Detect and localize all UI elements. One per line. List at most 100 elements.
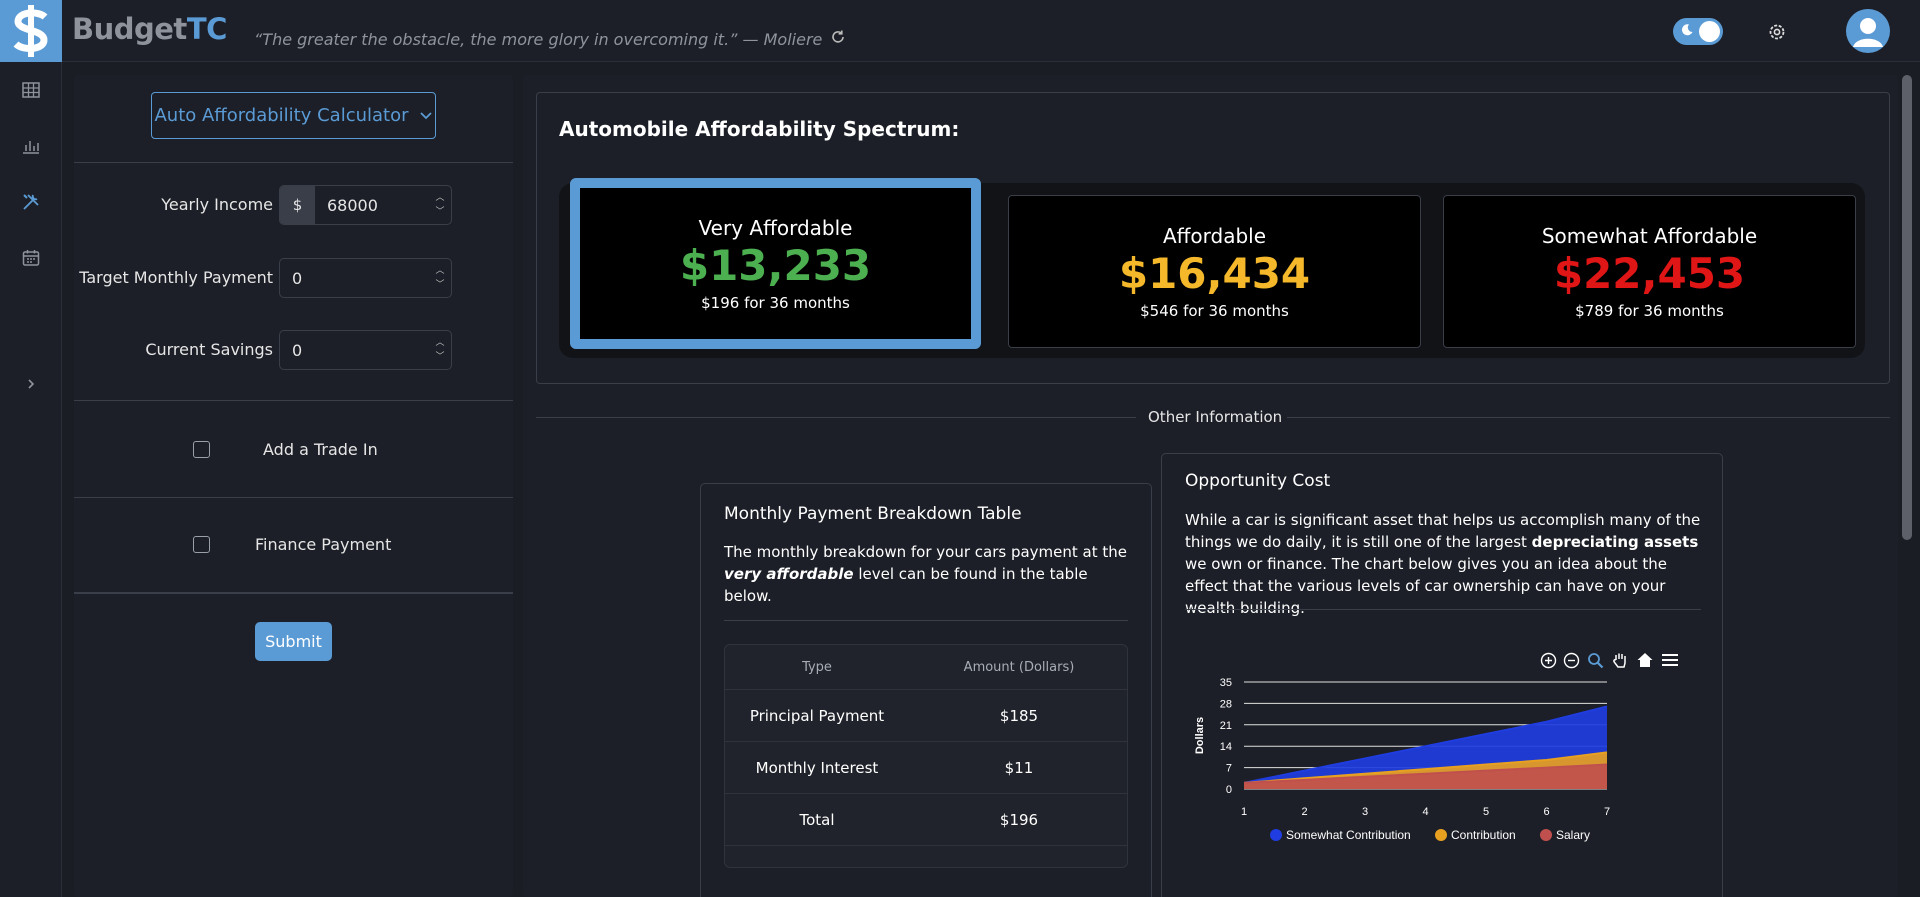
opportunity-cost-card: Opportunity Cost While a car is signific… xyxy=(1161,453,1723,897)
x-tick-label: 2 xyxy=(1301,806,1307,818)
breakdown-description: The monthly breakdown for your cars paym… xyxy=(724,541,1134,607)
table-row: Principal Payment $185 xyxy=(725,690,1127,742)
zoom-out-icon[interactable] xyxy=(1563,652,1580,669)
calculator-selector-label: Auto Affordability Calculator xyxy=(154,105,409,126)
scrollbar[interactable] xyxy=(1902,75,1912,540)
finance-payment-label[interactable]: Finance Payment xyxy=(255,535,392,554)
trade-in-row: Add a Trade In xyxy=(74,430,513,470)
tier-somewhat-affordable[interactable]: Somewhat Affordable $22,453 $789 for 36 … xyxy=(1443,195,1856,348)
bar-chart-icon[interactable] xyxy=(21,136,41,156)
breakdown-text: level can be found in the table below. xyxy=(724,565,1088,605)
gear-icon[interactable] xyxy=(1766,21,1788,43)
current-savings-label: Current Savings xyxy=(145,340,273,359)
tier-monthly: $546 for 36 months xyxy=(1140,301,1289,320)
tier-name: Very Affordable xyxy=(698,215,853,240)
trade-in-checkbox[interactable] xyxy=(193,441,210,458)
side-rail xyxy=(0,62,62,897)
trade-in-label[interactable]: Add a Trade In xyxy=(263,440,378,459)
pan-hand-icon[interactable] xyxy=(1611,651,1629,669)
top-bar: BudgetTC “The greater the obstacle, the … xyxy=(0,0,1920,62)
zoom-in-icon[interactable] xyxy=(1540,652,1557,669)
table-cell: Principal Payment xyxy=(749,707,885,725)
divider xyxy=(74,497,513,498)
number-stepper[interactable]: ︿ ﹀ xyxy=(435,193,445,217)
breakdown-table: Type Amount (Dollars) Principal Payment … xyxy=(724,644,1128,868)
y-tick-label: 21 xyxy=(1220,720,1232,732)
current-savings-input[interactable]: 0 ︿ ﹀ xyxy=(279,330,452,370)
table-cell: $185 xyxy=(999,707,1039,725)
calculator-selector[interactable]: Auto Affordability Calculator xyxy=(151,92,436,139)
logo[interactable] xyxy=(0,0,62,62)
yearly-income-label: Yearly Income xyxy=(161,195,273,214)
table-header-cell: Type xyxy=(802,660,832,675)
y-tick-label: 7 xyxy=(1226,763,1232,775)
table-cell: $196 xyxy=(999,811,1039,829)
yearly-income-input[interactable]: $ 68000 ︿ ﹀ xyxy=(279,185,452,225)
avatar[interactable] xyxy=(1846,9,1890,53)
opportunity-description: While a car is significant asset that he… xyxy=(1185,509,1705,619)
target-monthly-payment-label: Target Monthly Payment xyxy=(79,268,273,287)
brand-name[interactable]: BudgetTC xyxy=(72,12,227,46)
breakdown-emphasis: very affordable xyxy=(724,565,854,583)
legend-label: Contribution xyxy=(1451,828,1516,842)
divider xyxy=(74,162,513,163)
table-cell: Total xyxy=(799,811,835,829)
brand-part-1: Budget xyxy=(72,12,187,46)
tier-affordable[interactable]: Affordable $16,434 $546 for 36 months xyxy=(1008,195,1421,348)
zoom-select-icon[interactable] xyxy=(1587,652,1604,669)
refresh-icon[interactable] xyxy=(829,28,847,46)
x-tick-label: 7 xyxy=(1604,806,1610,818)
chevron-down-icon xyxy=(419,111,432,119)
divider xyxy=(1287,417,1890,418)
submit-button[interactable]: Submit xyxy=(255,622,332,661)
toggle-knob xyxy=(1699,21,1720,42)
series-line xyxy=(1243,763,1608,784)
table-header-cell: Amount (Dollars) xyxy=(963,660,1075,675)
table-row: Monthly Interest $11 xyxy=(725,742,1127,794)
menu-icon[interactable] xyxy=(1661,652,1679,668)
finance-payment-row: Finance Payment xyxy=(74,525,513,565)
opportunity-emphasis: depreciating assets xyxy=(1531,533,1699,551)
target-monthly-payment-input[interactable]: 0 ︿ ﹀ xyxy=(279,258,452,298)
number-stepper[interactable]: ︿ ﹀ xyxy=(435,338,445,362)
legend-label: Salary xyxy=(1556,828,1590,842)
yearly-income-value[interactable]: 68000 xyxy=(327,195,378,215)
current-savings-value[interactable]: 0 xyxy=(292,340,303,360)
series-area xyxy=(1244,764,1607,789)
divider xyxy=(724,620,1128,621)
home-icon[interactable] xyxy=(1636,651,1654,669)
theme-toggle[interactable] xyxy=(1673,18,1723,45)
chevron-right-icon[interactable] xyxy=(21,374,41,394)
table-icon[interactable] xyxy=(21,80,41,100)
affordability-spectrum-card: Automobile Affordability Spectrum: Very … xyxy=(536,92,1890,384)
target-monthly-payment-value[interactable]: 0 xyxy=(292,268,303,288)
legend-marker xyxy=(1435,829,1447,841)
moon-icon xyxy=(1681,24,1693,36)
tier-price: $22,453 xyxy=(1553,248,1746,298)
tier-very-affordable[interactable]: Very Affordable $13,233 $196 for 36 mont… xyxy=(570,178,981,349)
y-tick-label: 28 xyxy=(1220,698,1232,710)
table-header-row: Type Amount (Dollars) xyxy=(725,645,1127,690)
tools-icon[interactable] xyxy=(21,192,41,212)
calculator-panel: Auto Affordability Calculator Yearly Inc… xyxy=(74,75,513,897)
tier-name: Somewhat Affordable xyxy=(1541,223,1758,248)
tier-price: $16,434 xyxy=(1118,248,1311,298)
breakdown-text: The monthly breakdown for your cars paym… xyxy=(724,543,1127,561)
x-tick-label: 3 xyxy=(1362,806,1368,818)
other-information-label: Other Information xyxy=(1148,408,1283,426)
series-line xyxy=(1243,705,1608,784)
user-icon xyxy=(1853,18,1883,47)
table-cell: Monthly Interest xyxy=(755,759,879,777)
series-line xyxy=(1243,751,1608,784)
divider xyxy=(536,417,1136,418)
finance-payment-checkbox[interactable] xyxy=(193,536,210,553)
results-area: Automobile Affordability Spectrum: Very … xyxy=(523,75,1898,897)
opportunity-text: we own or finance. The chart below gives… xyxy=(1185,555,1668,617)
payment-breakdown-card: Monthly Payment Breakdown Table The mont… xyxy=(700,483,1152,897)
number-stepper[interactable]: ︿ ﹀ xyxy=(435,266,445,290)
opportunity-cost-chart: 0 7 14 21 28 35 1 2 3 4 5 6 7 Dollars Somewhat Contrib… xyxy=(1194,677,1610,842)
tier-monthly: $789 for 36 months xyxy=(1575,301,1724,320)
calendar-icon[interactable] xyxy=(21,248,41,268)
opportunity-text: While a car is significant asset that he… xyxy=(1185,511,1701,551)
tier-monthly: $196 for 36 months xyxy=(701,293,850,312)
